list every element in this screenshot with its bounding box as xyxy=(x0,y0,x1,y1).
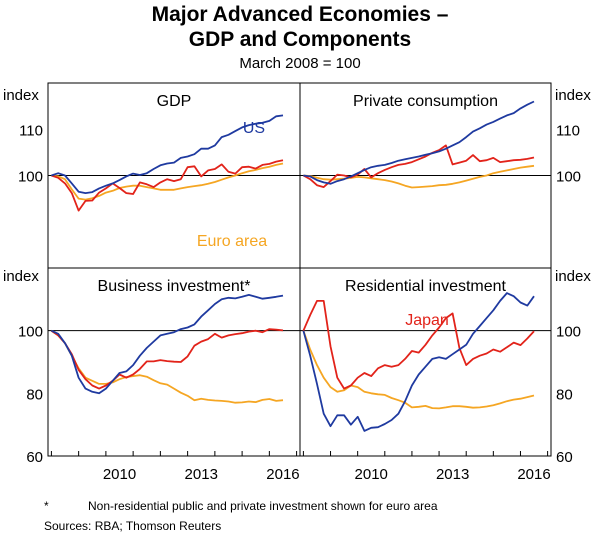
x-tick-label: 2010 xyxy=(355,466,388,483)
y-tick-label: 100 xyxy=(18,324,43,341)
panel-title: Private consumption xyxy=(353,93,498,110)
footnote-marker: * xyxy=(44,499,49,513)
chart-title-line-1: Major Advanced Economies – xyxy=(151,3,449,26)
panel-bottom-left: 60 80 100 2010 2013 2016 Business investment* i… xyxy=(3,268,300,483)
x-tick-label: 2013 xyxy=(185,466,218,483)
y-axis-label: index xyxy=(3,87,39,104)
panel-top-left: 100 110 GDP index US Euro area xyxy=(3,87,300,250)
chart-title-line-2: GDP and Components xyxy=(188,28,412,51)
y-tick-label: 80 xyxy=(26,386,43,403)
y-axis-label: index xyxy=(3,268,39,285)
x-tick-label: 2016 xyxy=(266,466,299,483)
panel-title: Business investment* xyxy=(98,278,251,295)
x-tick-label: 2016 xyxy=(517,466,550,483)
y-tick-label: 100 xyxy=(18,169,43,186)
chart-subtitle: March 2008 = 100 xyxy=(239,55,361,72)
y-tick-label: 100 xyxy=(556,169,581,186)
panel-bottom-right: 60 80 100 2010 2013 2016 Residential investmen… xyxy=(300,268,591,483)
y-tick-label: 110 xyxy=(19,122,43,139)
series-line-euro-area xyxy=(50,329,284,404)
series-line-us xyxy=(302,292,535,432)
panel-title: GDP xyxy=(157,93,192,110)
sources-note: Sources: RBA; Thomson Reuters xyxy=(44,519,222,533)
series-line-japan xyxy=(302,144,535,189)
series-line-euro-area xyxy=(51,162,284,201)
series-line-japan xyxy=(302,299,535,390)
y-tick-label: 110 xyxy=(556,122,580,139)
y-tick-label: 80 xyxy=(556,386,573,403)
series-line-us xyxy=(51,114,284,195)
series-line-euro-area xyxy=(302,330,535,410)
x-tick-label: 2010 xyxy=(103,466,136,483)
series-line-japan xyxy=(50,328,284,390)
y-tick-label: 100 xyxy=(556,324,581,341)
series-annotation-japan: Japan xyxy=(405,312,449,329)
y-axis-label: index xyxy=(555,268,591,285)
panel-top-right: 100 110 Private consumption index xyxy=(300,87,591,189)
panel-title: Residential investment xyxy=(345,278,507,295)
series-line-euro-area xyxy=(303,164,535,189)
x-tick-label: 2013 xyxy=(436,466,469,483)
series-line-japan xyxy=(51,159,284,212)
y-axis-label: index xyxy=(555,87,591,104)
series-annotation-us: US xyxy=(243,120,265,137)
y-tick-label: 60 xyxy=(26,449,43,466)
y-tick-label: 60 xyxy=(556,449,573,466)
footnote: Non-residential public and private inves… xyxy=(88,499,438,513)
series-line-us xyxy=(303,100,535,185)
series-annotation-euro-area: Euro area xyxy=(197,233,267,250)
series-line-us xyxy=(51,293,284,395)
